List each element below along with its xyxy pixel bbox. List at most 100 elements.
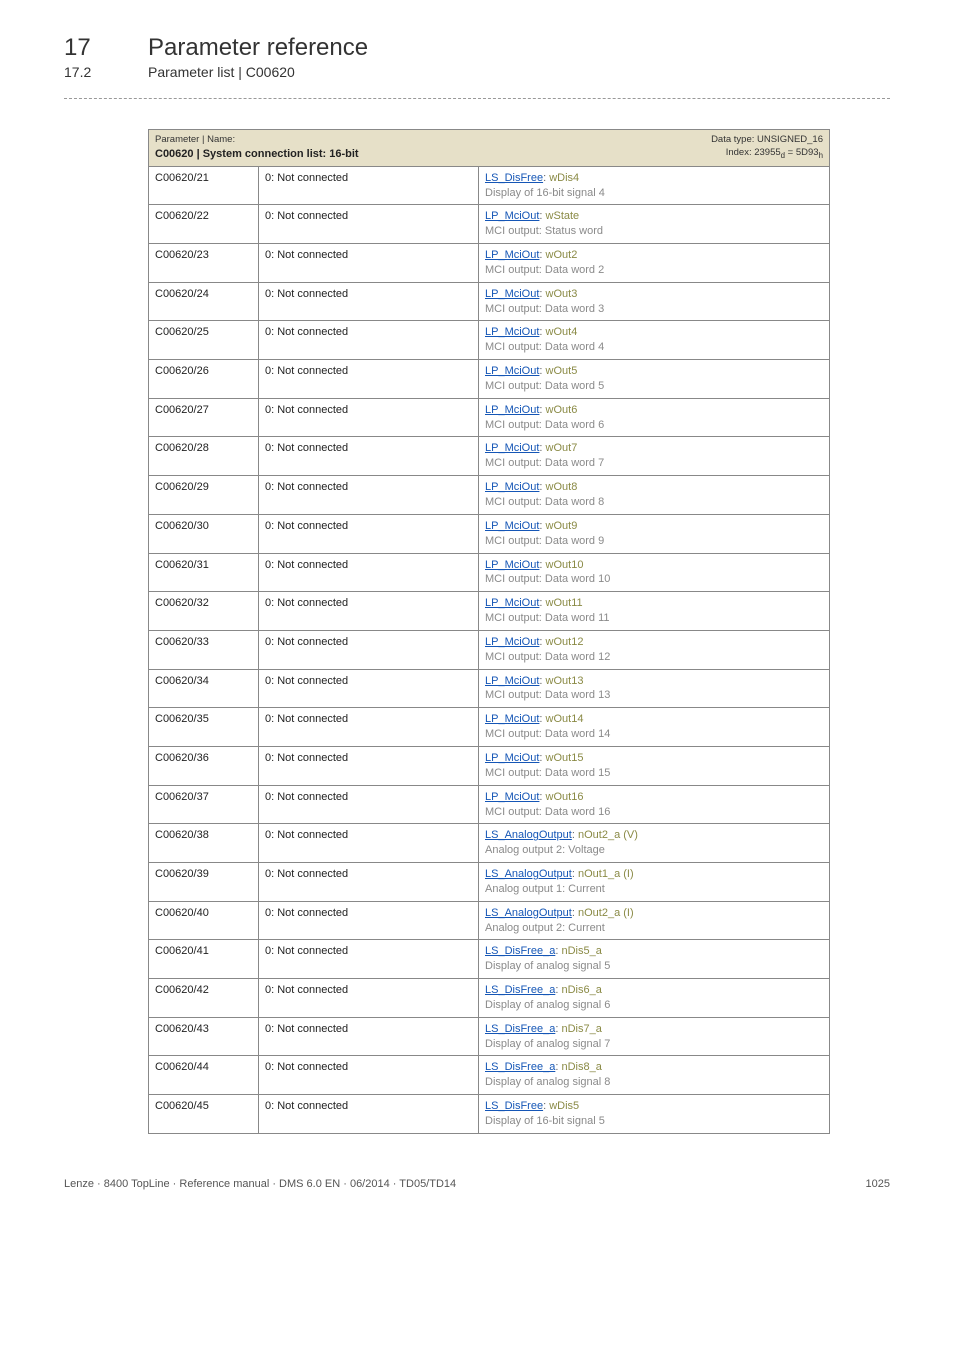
table-row: C00620/310: Not connectedLP_MciOut: wOut… [149, 553, 830, 592]
table-row: C00620/330: Not connectedLP_MciOut: wOut… [149, 630, 830, 669]
param-description: Display of analog signal 5 [485, 960, 610, 972]
param-value: 0: Not connected [259, 360, 479, 399]
param-code: C00620/38 [149, 824, 259, 863]
param-signal: wOut16 [546, 791, 584, 803]
param-link[interactable]: LP_MciOut [485, 520, 539, 532]
param-link[interactable]: LS_DisFree_a [485, 984, 555, 996]
section-title: Parameter list | C00620 [148, 64, 295, 80]
param-desc-cell: LS_DisFree_a: nDis6_aDisplay of analog s… [479, 979, 830, 1018]
param-link[interactable]: LS_DisFree [485, 1100, 543, 1112]
param-code: C00620/23 [149, 244, 259, 283]
param-signal: wOut2 [546, 249, 578, 261]
table-row: C00620/260: Not connectedLP_MciOut: wOut… [149, 360, 830, 399]
table-row: C00620/320: Not connectedLP_MciOut: wOut… [149, 592, 830, 631]
param-signal: wOut6 [546, 404, 578, 416]
table-row: C00620/410: Not connectedLS_DisFree_a: n… [149, 940, 830, 979]
param-desc-cell: LS_DisFree_a: nDis5_aDisplay of analog s… [479, 940, 830, 979]
param-desc-cell: LP_MciOut: wOut8MCI output: Data word 8 [479, 476, 830, 515]
param-code: C00620/22 [149, 205, 259, 244]
param-link[interactable]: LP_MciOut [485, 288, 539, 300]
param-link[interactable]: LP_MciOut [485, 636, 539, 648]
param-desc-cell: LP_MciOut: wOut3MCI output: Data word 3 [479, 282, 830, 321]
param-link[interactable]: LS_AnalogOutput [485, 907, 572, 919]
param-description: MCI output: Data word 16 [485, 806, 610, 818]
param-value: 0: Not connected [259, 863, 479, 902]
param-code: C00620/40 [149, 901, 259, 940]
param-description: Analog output 2: Current [485, 922, 605, 934]
param-link[interactable]: LP_MciOut [485, 365, 539, 377]
param-code: C00620/28 [149, 437, 259, 476]
table-row: C00620/350: Not connectedLP_MciOut: wOut… [149, 708, 830, 747]
param-description: MCI output: Data word 9 [485, 535, 604, 547]
param-description: Analog output 2: Voltage [485, 844, 605, 856]
param-value: 0: Not connected [259, 1095, 479, 1134]
param-link[interactable]: LP_MciOut [485, 404, 539, 416]
param-link[interactable]: LP_MciOut [485, 597, 539, 609]
table-row: C00620/230: Not connectedLP_MciOut: wOut… [149, 244, 830, 283]
table-row: C00620/380: Not connected LS_AnalogOutput… [149, 824, 830, 863]
param-signal: nDis5_a [561, 945, 601, 957]
param-desc-cell: LP_MciOut: wOut14MCI output: Data word 1… [479, 708, 830, 747]
param-link[interactable]: LP_MciOut [485, 559, 539, 571]
param-description: Analog output 1: Current [485, 883, 605, 895]
param-desc-cell: LP_MciOut: wOut9MCI output: Data word 9 [479, 514, 830, 553]
page-footer: Lenze · 8400 TopLine · Reference manual … [64, 1178, 890, 1190]
table-row: C00620/370: Not connectedLP_MciOut: wOut… [149, 785, 830, 824]
param-link[interactable]: LP_MciOut [485, 791, 539, 803]
param-description: MCI output: Data word 15 [485, 767, 610, 779]
param-link[interactable]: LP_MciOut [485, 481, 539, 493]
param-description: MCI output: Data word 14 [485, 728, 610, 740]
param-code: C00620/24 [149, 282, 259, 321]
param-value: 0: Not connected [259, 901, 479, 940]
param-code: C00620/39 [149, 863, 259, 902]
param-signal: wOut4 [546, 326, 578, 338]
param-description: Display of analog signal 7 [485, 1038, 610, 1050]
param-signal: nDis7_a [561, 1023, 601, 1035]
param-description: MCI output: Data word 13 [485, 689, 610, 701]
param-desc-cell: LP_MciOut: wOut7MCI output: Data word 7 [479, 437, 830, 476]
param-link[interactable]: LS_DisFree_a [485, 1023, 555, 1035]
param-signal: wOut12 [546, 636, 584, 648]
param-desc-cell: LP_MciOut: wOut13MCI output: Data word 1… [479, 669, 830, 708]
param-code: C00620/29 [149, 476, 259, 515]
param-signal: wOut10 [546, 559, 584, 571]
param-value: 0: Not connected [259, 785, 479, 824]
table-row: C00620/430: Not connectedLS_DisFree_a: n… [149, 1017, 830, 1056]
param-link[interactable]: LS_AnalogOutput [485, 868, 572, 880]
param-link[interactable]: LP_MciOut [485, 675, 539, 687]
param-signal: wOut9 [546, 520, 578, 532]
table-row: C00620/270: Not connectedLP_MciOut: wOut… [149, 398, 830, 437]
param-link[interactable]: LP_MciOut [485, 442, 539, 454]
param-signal: wState [546, 210, 580, 222]
param-desc-cell: LS_DisFree: wDis5Display of 16-bit signa… [479, 1095, 830, 1134]
param-code: C00620/43 [149, 1017, 259, 1056]
table-row: C00620/220: Not connectedLP_MciOut: wSta… [149, 205, 830, 244]
param-link[interactable]: LS_DisFree [485, 172, 543, 184]
param-value: 0: Not connected [259, 824, 479, 863]
param-desc-cell: LP_MciOut: wOut15MCI output: Data word 1… [479, 746, 830, 785]
param-description: MCI output: Data word 7 [485, 457, 604, 469]
param-link[interactable]: LS_DisFree_a [485, 1061, 555, 1073]
param-desc-cell: LS_DisFree_a: nDis8_aDisplay of analog s… [479, 1056, 830, 1095]
param-signal: wDis4 [549, 172, 579, 184]
param-link[interactable]: LS_DisFree_a [485, 945, 555, 957]
table-row: C00620/440: Not connectedLS_DisFree_a: n… [149, 1056, 830, 1095]
param-description: MCI output: Data word 5 [485, 380, 604, 392]
param-link[interactable]: LP_MciOut [485, 713, 539, 725]
param-value: 0: Not connected [259, 746, 479, 785]
param-desc-cell: LP_MciOut: wOut6MCI output: Data word 6 [479, 398, 830, 437]
param-link[interactable]: LP_MciOut [485, 326, 539, 338]
param-link[interactable]: LP_MciOut [485, 752, 539, 764]
param-value: 0: Not connected [259, 514, 479, 553]
param-signal: wOut15 [546, 752, 584, 764]
param-link[interactable]: LS_AnalogOutput [485, 829, 572, 841]
table-row: C00620/250: Not connectedLP_MciOut: wOut… [149, 321, 830, 360]
table-row: C00620/210: Not connectedLS_DisFree: wDi… [149, 166, 830, 205]
param-signal: wOut11 [546, 597, 583, 609]
param-value: 0: Not connected [259, 398, 479, 437]
table-row: C00620/280: Not connectedLP_MciOut: wOut… [149, 437, 830, 476]
param-link[interactable]: LP_MciOut [485, 249, 539, 261]
param-desc-cell: LP_MciOut: wOut11MCI output: Data word 1… [479, 592, 830, 631]
param-signal: wOut8 [546, 481, 578, 493]
param-link[interactable]: LP_MciOut [485, 210, 539, 222]
